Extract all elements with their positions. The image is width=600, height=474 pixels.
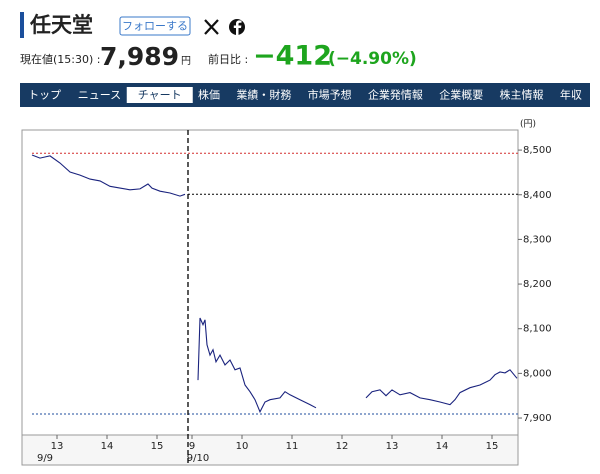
nav-item[interactable]: チャート (138, 89, 182, 102)
follow-button[interactable] (119, 16, 191, 36)
nav-item[interactable]: トップ (28, 89, 61, 102)
stock-title: 任天堂 (29, 13, 93, 37)
x-tick-label: 14 (101, 441, 114, 452)
chart: (円) 7,900 8,000 8,100 8,200 8,300 8,400 8,500 13… (21, 119, 552, 466)
facebook-icon[interactable] (229, 19, 245, 35)
x-tick-label: 15 (486, 441, 499, 452)
price-line (31, 154, 518, 414)
x-date-label: 9/10 (187, 453, 209, 464)
nav-item[interactable]: 年収 (560, 88, 582, 102)
nav-item[interactable]: 株主情報 (500, 88, 544, 102)
nav-item[interactable]: 株価 (198, 88, 220, 102)
x-tick-label: 9 (189, 441, 195, 452)
y-tick-label: 8,100 (523, 324, 552, 335)
change: −412 (253, 41, 332, 72)
change-percent: (−4.90%) (328, 49, 417, 69)
x-tick-label: 13 (51, 441, 64, 452)
price-unit: 円 (181, 56, 191, 67)
y-tick-label: 8,000 (523, 368, 552, 379)
nav-item[interactable]: 企業発情報 (368, 88, 423, 102)
price-label: 現在値(15:30) : (20, 53, 101, 66)
plot-frame (21, 129, 519, 436)
y-tick-label: 8,200 (523, 279, 552, 290)
nav-item[interactable]: 市場予想 (308, 88, 352, 102)
x-share-icon[interactable] (204, 19, 219, 35)
change-label: 前日比 : (208, 52, 248, 66)
y-tick-label: 7,900 (523, 413, 552, 424)
x-tick-label: 15 (151, 441, 164, 452)
title-bar (20, 12, 24, 38)
y-tick-label: 8,300 (523, 234, 552, 245)
y-tick-label: 8,500 (523, 145, 552, 156)
nav-items: トップ ニュース チャート 株価 業績・財務 市場予想 企業発情報 企業概要 株主情報 年収 (28, 87, 582, 103)
y-tick-label: 8,400 (523, 190, 552, 201)
x-date-label: 9/9 (37, 453, 53, 464)
nav-item[interactable]: ニュース (78, 89, 121, 102)
x-tick-label: 12 (336, 441, 349, 452)
price: 7,989 (100, 42, 179, 71)
nav-bar (20, 83, 590, 107)
y-unit: (円) (520, 119, 536, 130)
x-tick-label: 10 (236, 441, 249, 452)
x-tick-label: 13 (386, 441, 399, 452)
nav-active-bg[interactable] (126, 87, 193, 103)
nav-item[interactable]: 業績・財務 (236, 88, 291, 102)
x-tick-label: 14 (436, 441, 449, 452)
nav-item[interactable]: 企業概要 (439, 88, 483, 102)
follow-label[interactable]: フォローする (122, 20, 188, 33)
x-tick-label: 11 (286, 441, 299, 452)
x-axis-band (21, 434, 519, 466)
